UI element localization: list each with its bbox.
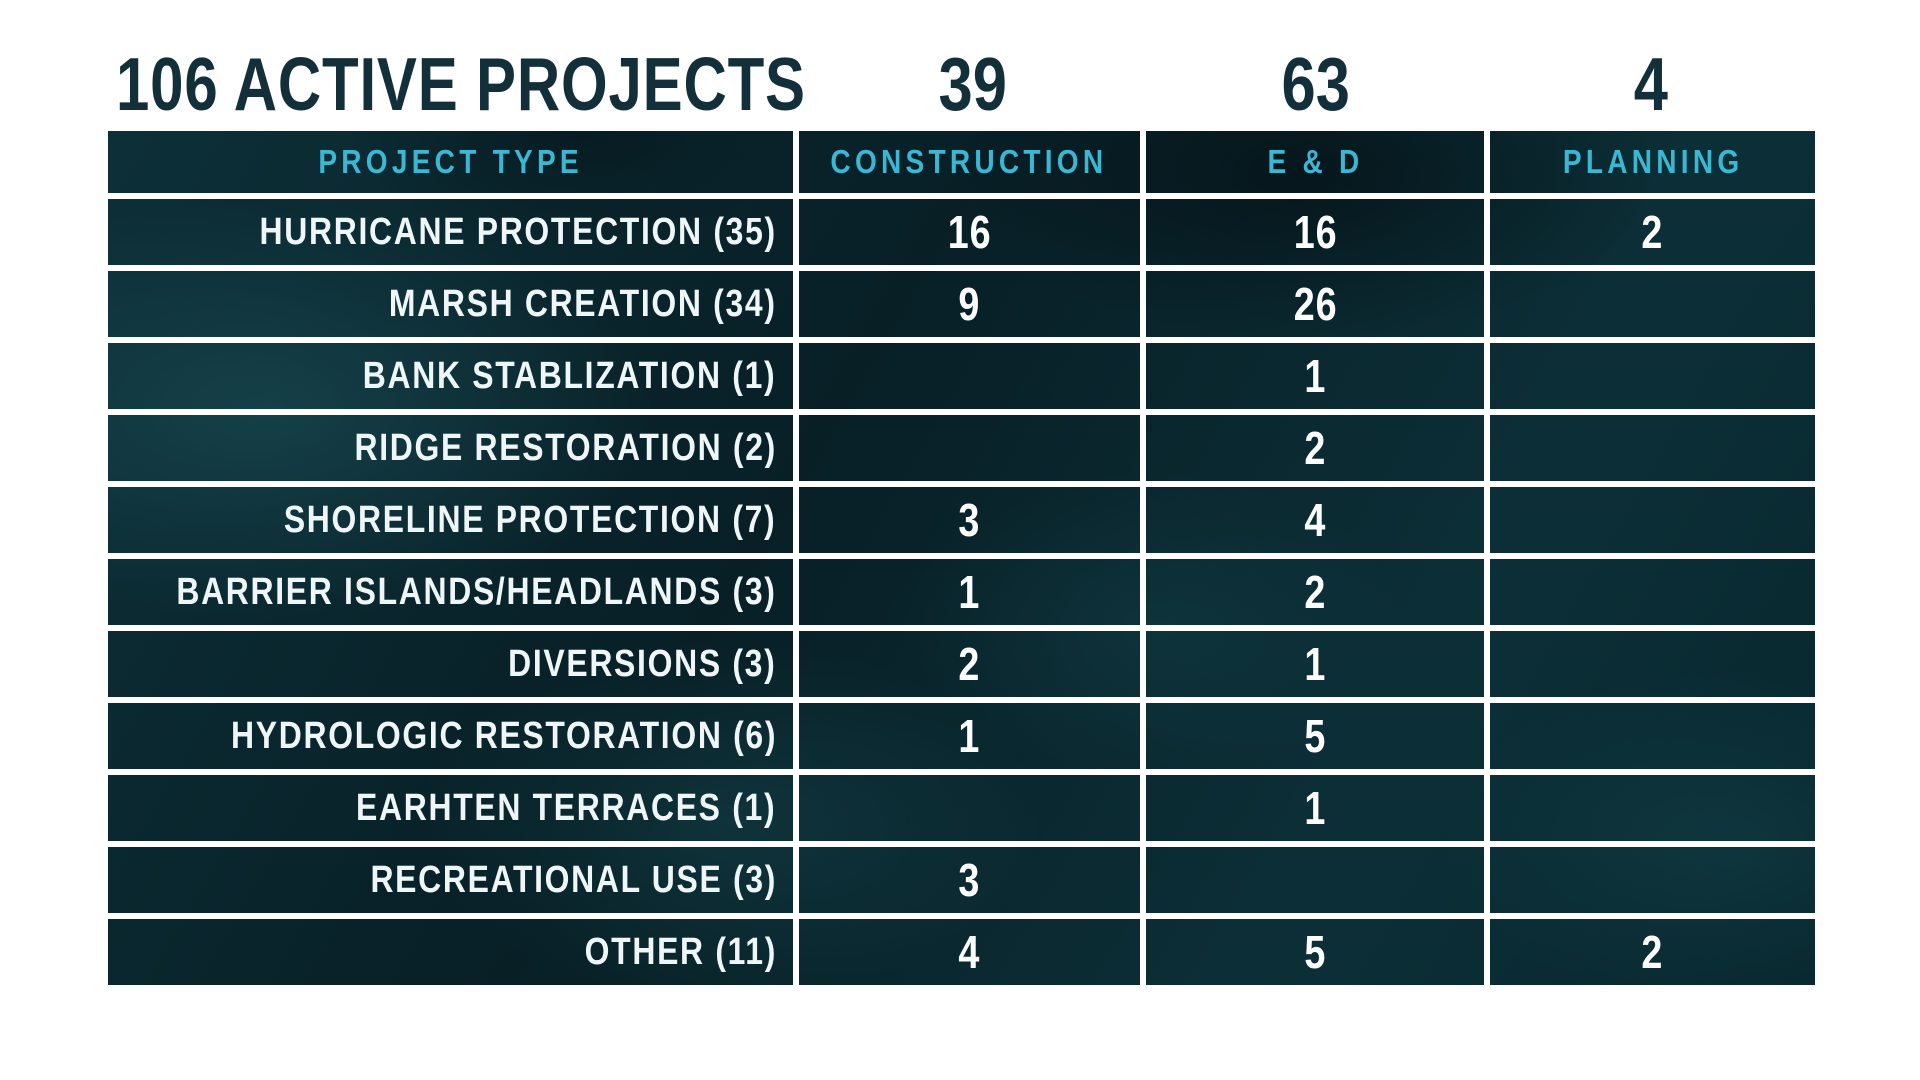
column-header-planning: PLANNING bbox=[1490, 131, 1815, 193]
ed-value-cell: 26 bbox=[1146, 271, 1485, 337]
project-type-cell: RECREATIONAL USE (3) bbox=[108, 847, 793, 913]
construction-value-cell: 16 bbox=[798, 199, 1141, 265]
construction-value-cell bbox=[798, 415, 1141, 481]
project-type-cell: EARHTEN TERRACES (1) bbox=[108, 775, 793, 841]
construction-value-cell: 4 bbox=[798, 919, 1141, 985]
planning-total-count: 4 bbox=[1633, 42, 1669, 126]
column-header-construction: CONSTRUCTION bbox=[798, 131, 1141, 193]
planning-value-cell bbox=[1490, 703, 1815, 769]
planning-value-cell bbox=[1490, 775, 1815, 841]
project-type-cell: MARSH CREATION (34) bbox=[108, 271, 793, 337]
column-header-ed: E & D bbox=[1146, 131, 1485, 193]
projects-table: PROJECT TYPE CONSTRUCTION E & D PLANNING… bbox=[108, 131, 1815, 985]
project-type-cell: BANK STABLIZATION (1) bbox=[108, 343, 793, 409]
ed-value-cell: 16 bbox=[1146, 199, 1485, 265]
planning-value-cell: 2 bbox=[1490, 919, 1815, 985]
ed-value-cell: 4 bbox=[1146, 487, 1485, 553]
project-type-cell: RIDGE RESTORATION (2) bbox=[108, 415, 793, 481]
project-type-cell: HYDROLOGIC RESTORATION (6) bbox=[108, 703, 793, 769]
planning-value-cell bbox=[1490, 559, 1815, 625]
ed-value-cell: 2 bbox=[1146, 415, 1485, 481]
construction-value-cell: 2 bbox=[798, 631, 1141, 697]
ed-value-cell: 2 bbox=[1146, 559, 1485, 625]
ed-value-cell: 5 bbox=[1146, 703, 1485, 769]
planning-value-cell bbox=[1490, 271, 1815, 337]
planning-value-cell bbox=[1490, 343, 1815, 409]
page-title: 106 ACTIVE PROJECTS bbox=[116, 42, 806, 126]
ed-value-cell bbox=[1146, 847, 1485, 913]
construction-value-cell: 1 bbox=[798, 703, 1141, 769]
project-type-cell: HURRICANE PROTECTION (35) bbox=[108, 199, 793, 265]
construction-total-count: 39 bbox=[938, 42, 1007, 126]
planning-value-cell bbox=[1490, 847, 1815, 913]
ed-value-cell: 1 bbox=[1146, 775, 1485, 841]
ed-value-cell: 1 bbox=[1146, 631, 1485, 697]
planning-value-cell bbox=[1490, 631, 1815, 697]
construction-value-cell: 3 bbox=[798, 847, 1141, 913]
column-header-project-type: PROJECT TYPE bbox=[108, 131, 793, 193]
project-type-cell: SHORELINE PROTECTION (7) bbox=[108, 487, 793, 553]
construction-value-cell bbox=[798, 343, 1141, 409]
project-type-cell: OTHER (11) bbox=[108, 919, 793, 985]
planning-value-cell: 2 bbox=[1490, 199, 1815, 265]
construction-value-cell: 9 bbox=[798, 271, 1141, 337]
construction-value-cell: 1 bbox=[798, 559, 1141, 625]
project-type-cell: BARRIER ISLANDS/HEADLANDS (3) bbox=[108, 559, 793, 625]
construction-value-cell: 3 bbox=[798, 487, 1141, 553]
construction-value-cell bbox=[798, 775, 1141, 841]
planning-value-cell bbox=[1490, 415, 1815, 481]
ed-total-count: 63 bbox=[1281, 42, 1351, 126]
project-type-cell: DIVERSIONS (3) bbox=[108, 631, 793, 697]
ed-value-cell: 5 bbox=[1146, 919, 1485, 985]
ed-value-cell: 1 bbox=[1146, 343, 1485, 409]
planning-value-cell bbox=[1490, 487, 1815, 553]
